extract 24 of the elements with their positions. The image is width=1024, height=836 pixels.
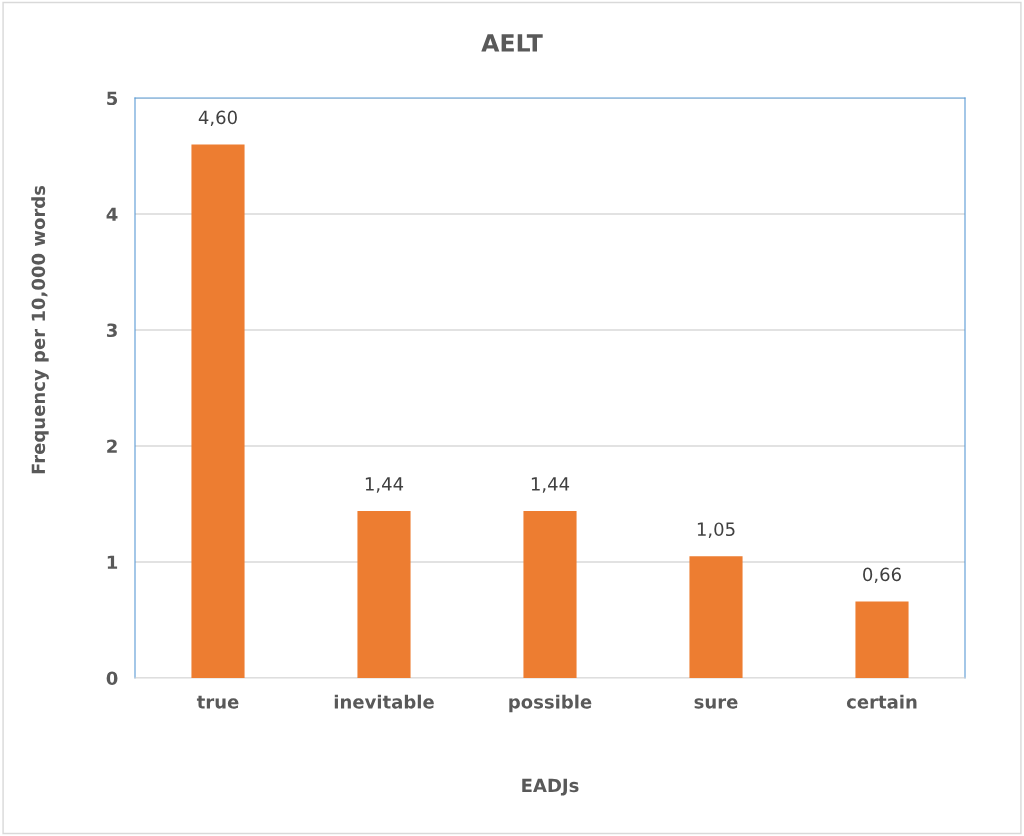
x-tick-label: true — [196, 695, 239, 709]
data-label: 1,44 — [531, 477, 570, 493]
data-label: 1,44 — [365, 477, 404, 493]
x-tick-label: sure — [694, 698, 738, 709]
bar — [523, 510, 577, 678]
y-tick-label: 2 — [107, 439, 117, 453]
y-tick-label: 0 — [106, 671, 118, 686]
bar — [191, 144, 245, 678]
y-axis-title: Frequency per 10,000 words — [31, 185, 49, 474]
bar — [689, 556, 743, 678]
x-tick-label: possible — [509, 694, 592, 713]
x-tick-label: certain — [846, 694, 917, 709]
y-tick-label: 5 — [107, 91, 118, 106]
x-tick-label: inevitable — [334, 694, 434, 709]
y-tick-label: 4 — [106, 207, 118, 221]
data-label: 0,66 — [863, 567, 901, 584]
bar — [855, 601, 909, 678]
y-tick-label: 1 — [107, 555, 118, 569]
chart-title: AELT — [481, 34, 543, 52]
x-axis-title: EADJs — [522, 778, 579, 796]
data-label: 1,05 — [697, 522, 735, 538]
bar — [357, 510, 411, 678]
data-label: 4,60 — [198, 110, 237, 127]
y-tick-label: 3 — [106, 323, 117, 338]
